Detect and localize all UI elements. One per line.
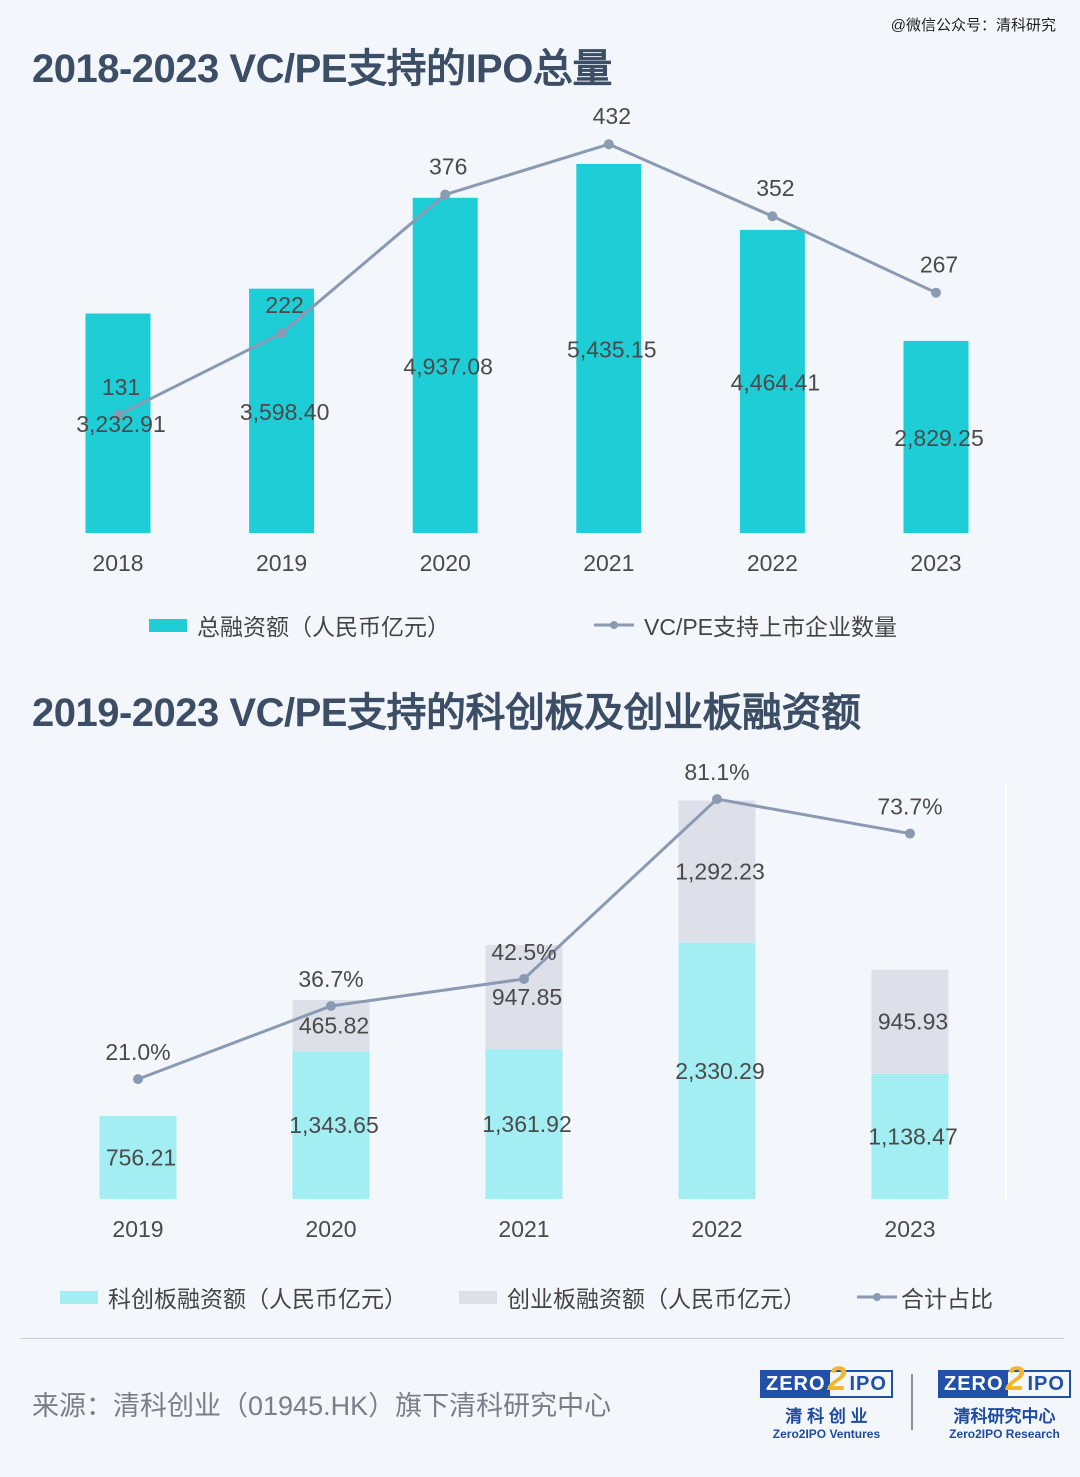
line-label: 432	[593, 103, 631, 129]
bar-2021	[576, 163, 642, 533]
line-label: 352	[756, 175, 794, 201]
bar-label: 945.93	[878, 1009, 948, 1035]
line-label: 42.5%	[491, 939, 556, 965]
x-tick-label: 2021	[498, 1216, 549, 1242]
bar-kcb-2019	[99, 1115, 177, 1199]
line-label: 131	[102, 374, 140, 400]
line-point-2020	[326, 1000, 336, 1011]
legend-label: VC/PE支持上市企业数量	[644, 614, 898, 640]
line-point-2023	[931, 287, 941, 298]
legend-label: 创业板融资额（人民币亿元）	[507, 1286, 806, 1312]
line-point-2023	[905, 828, 915, 839]
bar-cyb-2023	[871, 969, 949, 1074]
bar-label: 3,232.91	[76, 411, 166, 437]
legend-label: 科创板融资额（人民币亿元）	[108, 1286, 407, 1312]
bar-label: 1,138.47	[868, 1123, 958, 1149]
line-label: 267	[920, 252, 958, 278]
x-tick-label: 2023	[910, 550, 961, 576]
bar-label: 5,435.15	[567, 336, 657, 362]
bar-kcb-2023	[871, 1073, 949, 1199]
x-tick-label: 2020	[420, 550, 471, 576]
x-tick-label: 2019	[112, 1216, 163, 1242]
x-tick-label: 2020	[305, 1216, 356, 1242]
bar-label: 4,464.41	[731, 369, 821, 395]
x-tick-label: 2022	[691, 1216, 742, 1242]
line-label: 73.7%	[877, 794, 942, 820]
line-label: 81.1%	[684, 759, 749, 785]
zero2ipo-research-logo: ZERO 2 IPO 清科研究中心 Zero2IPO Research	[938, 1360, 1071, 1441]
line-point-2018	[113, 410, 123, 421]
chart1-title: 2018-2023 VC/PE支持的IPO总量	[32, 47, 612, 91]
line-point-2022	[767, 211, 778, 222]
source-note: 来源：清科创业（01945.HK）旗下清科研究中心	[32, 1391, 612, 1421]
line-point-2019	[133, 1074, 143, 1085]
bar-label: 465.82	[299, 1013, 369, 1039]
line-point-2019	[276, 328, 287, 339]
bar-cyb-2021	[485, 944, 563, 1050]
chart2-legend-bar1: 科创板融资额（人民币亿元）	[60, 1280, 407, 1314]
bar-kcb-2020	[292, 1051, 370, 1199]
line-point-2021	[603, 139, 614, 150]
bar-label: 1,292.23	[675, 859, 765, 885]
x-tick-label: 2023	[884, 1216, 935, 1242]
bar-2023	[903, 340, 969, 533]
legend-swatch	[459, 1290, 497, 1304]
x-tick-label: 2019	[256, 550, 307, 576]
chart2-title: 2019-2023 VC/PE支持的科创板及创业板融资额	[32, 691, 861, 735]
logo-divider	[911, 1374, 913, 1430]
legend-swatch	[60, 1290, 98, 1304]
bar-label: 3,598.40	[240, 399, 330, 425]
line-label: 36.7%	[298, 966, 363, 992]
watermark: @微信公众号：清科研究	[890, 17, 1056, 34]
bar-label: 4,937.08	[403, 353, 493, 379]
bar-2018	[85, 313, 151, 533]
legend-label: 合计占比	[901, 1286, 993, 1312]
x-tick-label: 2018	[92, 550, 143, 576]
legend-swatch	[149, 618, 187, 632]
chart1-legend-line: VC/PE支持上市企业数量	[594, 608, 897, 642]
line-label: 376	[429, 154, 467, 180]
bar-2022	[739, 229, 805, 533]
bar-label: 2,330.29	[675, 1058, 765, 1084]
bar-label: 2,829.25	[894, 425, 984, 451]
line-series	[117, 142, 937, 417]
x-tick-label: 2022	[747, 550, 798, 576]
bar-kcb-2022	[678, 942, 756, 1199]
line-point-2021	[519, 973, 529, 984]
chart1-legend-bar: 总融资额（人民币亿元）	[149, 608, 450, 642]
chart2-legend-line: 合计占比	[857, 1280, 993, 1314]
charts: 3,232.91 131 2018 3,598.40 222 2019 4,937.08 37…	[76, 103, 1007, 1242]
bar-2020	[412, 197, 478, 533]
legend-label: 总融资额（人民币亿元）	[197, 614, 450, 640]
bar-label: 1,361.92	[482, 1111, 572, 1137]
line-point-2022	[712, 794, 722, 805]
line-point-2020	[440, 189, 451, 200]
line-label: 21.0%	[105, 1039, 170, 1065]
chart2-legend-bar2: 创业板融资额（人民币亿元）	[459, 1280, 806, 1314]
legend-line-icon	[857, 1293, 897, 1301]
x-tick-label: 2021	[583, 550, 634, 576]
zero2ipo-ventures-logo: ZERO 2 IPO 清 科 创 业 Zero2IPO Ventures	[760, 1360, 893, 1441]
bar-kcb-2021	[485, 1049, 563, 1199]
bar-label: 947.85	[492, 984, 562, 1010]
legend-line-icon	[594, 621, 634, 629]
bar-label: 1,343.65	[289, 1112, 379, 1138]
divider	[20, 1338, 1064, 1339]
bar-label: 756.21	[106, 1144, 176, 1170]
line-label: 222	[265, 292, 303, 318]
